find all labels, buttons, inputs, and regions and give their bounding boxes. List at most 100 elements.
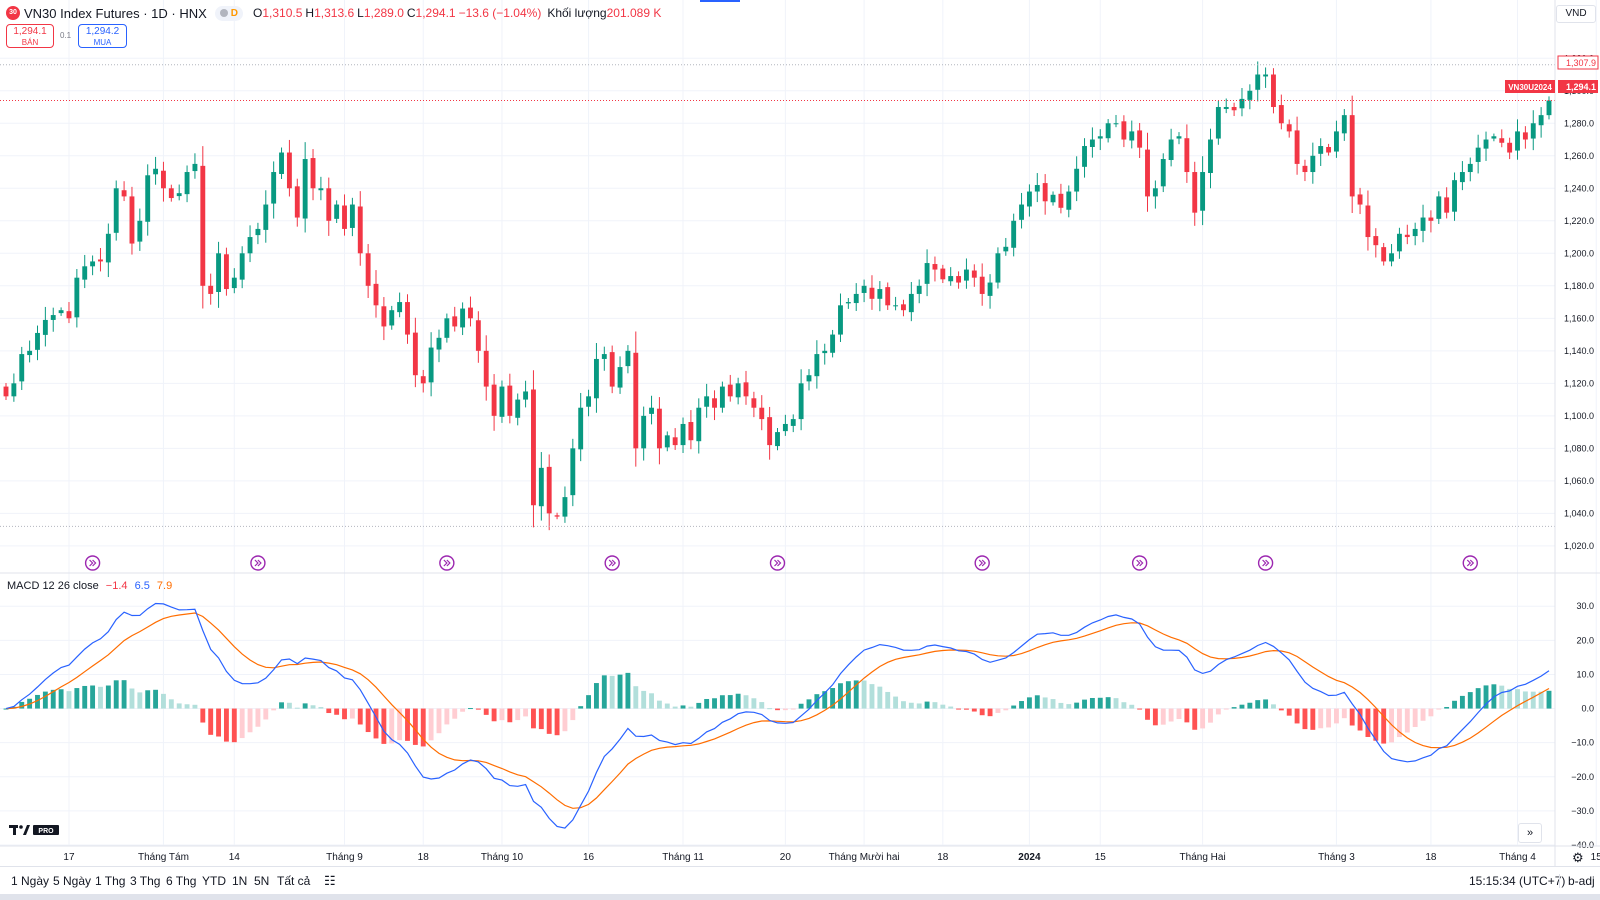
candle-body: [184, 172, 190, 195]
time-tick-label: Tháng 9: [326, 852, 363, 863]
macd-histogram-bar: [1263, 699, 1269, 709]
price-tick-label: 1,200.0: [1564, 248, 1594, 258]
macd-histogram-bar: [1538, 691, 1544, 709]
scroll-to-realtime-icon[interactable]: »: [1518, 823, 1542, 843]
candle-body: [1050, 194, 1056, 203]
buy-button[interactable]: 1,294.2 MUA: [78, 24, 127, 48]
macd-histogram-bar: [538, 708, 544, 730]
time-tick-label: 18: [418, 852, 430, 863]
candle-body: [231, 277, 237, 289]
macd-histogram-bar: [1247, 702, 1253, 709]
macd-histogram-bar: [790, 708, 796, 710]
candle-body: [1137, 130, 1143, 148]
candle-body: [161, 170, 166, 189]
range-ytd-button[interactable]: YTD: [202, 874, 226, 888]
macd-tick-label: −30.0: [1571, 806, 1594, 816]
symbol-title[interactable]: VN30 Index Futures · 1D · HNX: [24, 5, 207, 21]
macd-histogram-bar: [286, 702, 292, 709]
macd-histogram-bar: [1334, 708, 1339, 724]
macd-histogram-bar: [1530, 691, 1536, 709]
macd-histogram-bar: [255, 708, 261, 727]
macd-legend[interactable]: MACD 12 26 close −1.4 6.5 7.9: [7, 580, 172, 592]
candle-body: [74, 277, 80, 318]
tradingview-logo[interactable]: PRO: [9, 824, 61, 836]
candle-body: [1318, 146, 1324, 154]
macd-histogram-bar: [1231, 707, 1237, 709]
bottom-strip: [0, 894, 1600, 900]
candle-body: [940, 268, 946, 280]
candle-body: [1326, 147, 1332, 153]
range-5y-button[interactable]: 5N: [254, 874, 270, 888]
macd-histogram-bar: [893, 696, 899, 709]
candle-body: [1058, 193, 1064, 208]
macd-histogram: [3, 672, 1552, 747]
back-adjust-toggle[interactable]: b-adj: [1568, 874, 1595, 888]
candle-body: [483, 350, 489, 387]
candlestick-series: [3, 61, 1552, 531]
macd-histogram-bar: [129, 688, 135, 709]
macd-histogram-bar: [1176, 708, 1182, 720]
macd-histogram-bar: [168, 699, 174, 709]
macd-histogram-bar: [1341, 708, 1347, 719]
macd-histogram-bar: [901, 701, 906, 709]
candle-body: [436, 337, 442, 350]
macd-histogram-bar: [1200, 708, 1206, 729]
last-price-tag: [1558, 80, 1598, 93]
range-5d-button[interactable]: 5 Ngày: [53, 874, 92, 888]
range-1d-button[interactable]: 1 Ngày: [11, 874, 50, 888]
macd-histogram-bar: [1105, 697, 1111, 709]
clock-time[interactable]: 15:15:34 (UTC+7): [1469, 874, 1566, 888]
candle-body: [1255, 74, 1261, 90]
candle-body: [1176, 136, 1182, 139]
calendar-range-icon[interactable]: ☷: [324, 873, 336, 888]
range-6m-button[interactable]: 6 Thg: [166, 874, 197, 888]
high-price-tag: [1557, 55, 1599, 70]
range-all-button[interactable]: Tất cả: [277, 874, 311, 888]
range-1y-button[interactable]: 1N: [232, 874, 248, 888]
range-1m-button[interactable]: 1 Thg: [95, 874, 126, 888]
macd-histogram-bar: [743, 695, 749, 709]
candle-body: [82, 266, 88, 280]
candle-body: [1160, 159, 1166, 187]
macd-histogram-bar: [373, 708, 379, 739]
macd-histogram-bar: [239, 708, 245, 739]
candle-body: [137, 220, 143, 242]
macd-histogram-bar: [1255, 700, 1261, 709]
macd-histogram-bar: [1286, 708, 1292, 716]
candle-body: [641, 415, 647, 449]
sell-button[interactable]: 1,294.1 BÁN: [6, 24, 54, 48]
top-accent-segment: [700, 0, 740, 2]
delay-badge[interactable]: D: [214, 5, 244, 21]
candle-body: [688, 422, 694, 441]
macd-histogram-bar: [58, 689, 64, 709]
macd-histogram-bar: [1074, 702, 1080, 709]
candle-body: [263, 204, 269, 230]
candle-body: [373, 283, 379, 306]
macd-histogram-bar: [3, 708, 9, 710]
range-3m-button[interactable]: 3 Thg: [130, 874, 161, 888]
events-icon-glyph: [774, 559, 782, 567]
macd-histogram-bar: [444, 708, 450, 725]
candle-body: [1152, 188, 1158, 197]
price-tick-label: 1,100.0: [1564, 411, 1594, 421]
candle-body: [1444, 197, 1450, 213]
candle-body: [105, 233, 111, 263]
macd-signal-line: [5, 612, 1550, 809]
settings-icon[interactable]: ⚙: [1572, 850, 1584, 865]
candle-body: [1034, 185, 1040, 192]
candle-body: [696, 407, 702, 442]
price-tick-label: 1,040.0: [1564, 508, 1594, 518]
macd-histogram-bar: [696, 702, 702, 709]
candle-body: [1334, 131, 1339, 152]
macd-histogram-bar: [1310, 708, 1316, 730]
candle-body: [208, 285, 214, 294]
candle-body: [1239, 98, 1245, 109]
currency-button[interactable]: VND: [1556, 5, 1596, 23]
candle-body: [176, 193, 182, 197]
candle-body: [617, 367, 623, 388]
macd-histogram-bar: [397, 708, 403, 741]
candle-body: [129, 196, 135, 244]
candle-body: [924, 263, 930, 284]
macd-histogram-bar: [853, 680, 859, 709]
